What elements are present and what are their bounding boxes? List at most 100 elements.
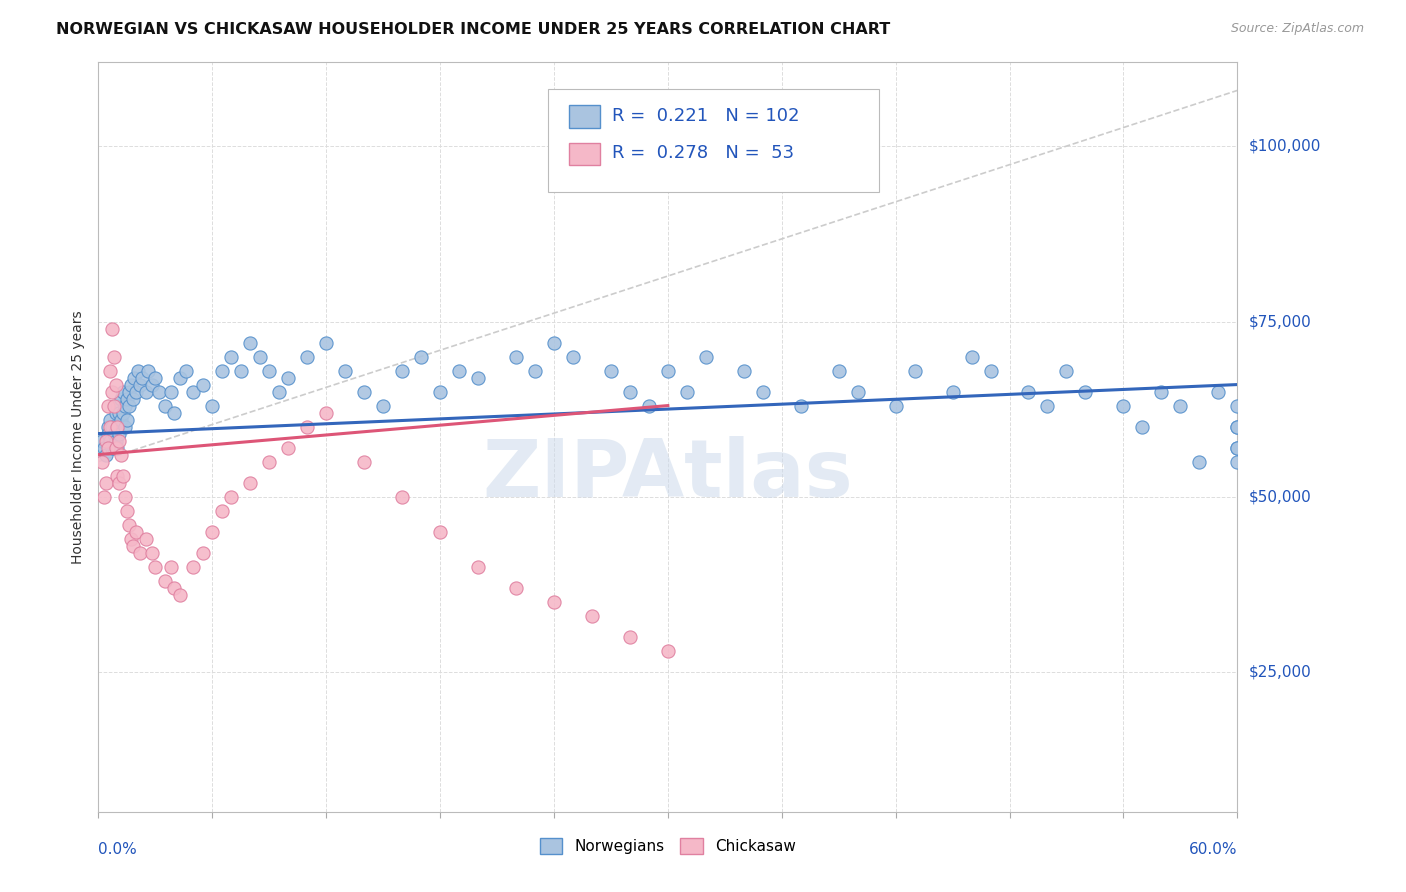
- Point: [229, 363, 252, 377]
- Text: Source: ZipAtlas.com: Source: ZipAtlas.com: [1230, 22, 1364, 36]
- Point: [114, 490, 136, 504]
- Point: [98, 363, 121, 377]
- Point: [1226, 441, 1249, 455]
- Point: [100, 419, 122, 434]
- Point: [657, 363, 679, 377]
- Point: [277, 441, 299, 455]
- Point: [239, 475, 262, 490]
- Point: [97, 419, 120, 434]
- Point: [297, 350, 319, 364]
- Point: [411, 350, 433, 364]
- Point: [315, 335, 337, 350]
- Point: [259, 363, 281, 377]
- Text: $25,000: $25,000: [1249, 665, 1312, 679]
- Point: [505, 581, 527, 595]
- Point: [125, 384, 148, 399]
- Point: [141, 546, 163, 560]
- Point: [467, 370, 489, 384]
- Point: [94, 475, 117, 490]
- Point: [211, 363, 233, 377]
- Point: [141, 377, 163, 392]
- Point: [1226, 419, 1249, 434]
- Point: [135, 532, 157, 546]
- Point: [1056, 363, 1078, 377]
- Point: [148, 384, 170, 399]
- Point: [942, 384, 965, 399]
- Point: [135, 384, 157, 399]
- Point: [153, 399, 176, 413]
- Point: [1074, 384, 1097, 399]
- Point: [1112, 399, 1135, 413]
- Point: [118, 517, 141, 532]
- Point: [201, 524, 224, 539]
- Point: [115, 392, 138, 406]
- Point: [127, 363, 149, 377]
- Point: [657, 643, 679, 657]
- Point: [115, 503, 138, 517]
- Point: [183, 384, 205, 399]
- Point: [121, 392, 143, 406]
- Point: [619, 630, 641, 644]
- Point: [846, 384, 869, 399]
- Point: [104, 434, 127, 448]
- Legend: Norwegians, Chickasaw: Norwegians, Chickasaw: [533, 832, 803, 860]
- Point: [600, 363, 623, 377]
- Point: [169, 588, 191, 602]
- Point: [1170, 399, 1192, 413]
- Point: [619, 384, 641, 399]
- Point: [1226, 454, 1249, 468]
- Point: [960, 350, 983, 364]
- Y-axis label: Householder Income Under 25 years: Householder Income Under 25 years: [72, 310, 86, 564]
- Point: [1036, 399, 1059, 413]
- Point: [790, 399, 813, 413]
- Point: [108, 434, 131, 448]
- Point: [103, 441, 125, 455]
- Point: [752, 384, 775, 399]
- Point: [695, 350, 717, 364]
- Point: [191, 546, 214, 560]
- Point: [100, 384, 122, 399]
- Point: [239, 335, 262, 350]
- Point: [169, 370, 191, 384]
- Point: [103, 426, 125, 441]
- Point: [118, 399, 141, 413]
- Point: [1226, 419, 1249, 434]
- Text: NORWEGIAN VS CHICKASAW HOUSEHOLDER INCOME UNDER 25 YEARS CORRELATION CHART: NORWEGIAN VS CHICKASAW HOUSEHOLDER INCOM…: [56, 22, 890, 37]
- Point: [277, 370, 299, 384]
- Point: [93, 441, 115, 455]
- Point: [159, 559, 181, 574]
- Text: R =  0.278   N =  53: R = 0.278 N = 53: [612, 145, 794, 162]
- Point: [1226, 399, 1249, 413]
- Point: [221, 350, 243, 364]
- Point: [100, 441, 122, 455]
- Point: [429, 524, 451, 539]
- Point: [297, 419, 319, 434]
- Point: [112, 384, 135, 399]
- Point: [121, 539, 143, 553]
- Point: [153, 574, 176, 588]
- Point: [145, 559, 167, 574]
- Point: [449, 363, 471, 377]
- Point: [107, 468, 129, 483]
- Point: [112, 468, 135, 483]
- Point: [104, 441, 127, 455]
- Point: [221, 490, 243, 504]
- Point: [183, 559, 205, 574]
- Point: [107, 419, 129, 434]
- Text: ZIPAtlas: ZIPAtlas: [482, 435, 853, 514]
- Point: [259, 454, 281, 468]
- Point: [1150, 384, 1173, 399]
- Text: 0.0%: 0.0%: [98, 842, 138, 857]
- Point: [103, 350, 125, 364]
- Point: [979, 363, 1001, 377]
- Point: [100, 321, 122, 335]
- Point: [91, 434, 114, 448]
- Point: [249, 350, 271, 364]
- Text: R =  0.221   N = 102: R = 0.221 N = 102: [612, 107, 799, 125]
- Point: [884, 399, 907, 413]
- Point: [107, 399, 129, 413]
- Point: [429, 384, 451, 399]
- Point: [828, 363, 851, 377]
- Point: [145, 370, 167, 384]
- Point: [267, 384, 290, 399]
